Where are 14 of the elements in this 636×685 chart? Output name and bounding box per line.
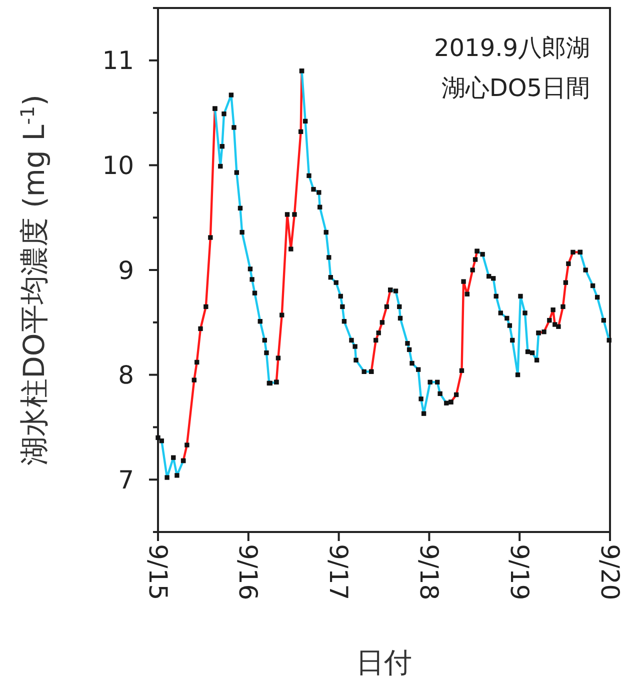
x-axis-title: 日付 xyxy=(356,646,412,679)
x-tick-label: 9/16 xyxy=(234,544,263,600)
y-tick-label: 11 xyxy=(102,46,134,76)
x-tick-label: 9/18 xyxy=(414,544,444,600)
x-tick-label: 9/20 xyxy=(595,544,624,600)
x-tick-label: 9/17 xyxy=(324,544,354,600)
annotation: 湖心DO5日間 xyxy=(441,74,590,102)
y-tick-label: 9 xyxy=(118,256,134,285)
y-tick-label: 8 xyxy=(118,360,134,390)
x-tick-label: 9/19 xyxy=(504,544,534,600)
y-tick-label: 7 xyxy=(118,465,134,494)
annotation: 2019.9八郎湖 xyxy=(434,34,590,62)
x-tick-label: 9/15 xyxy=(143,544,172,600)
y-tick-label: 10 xyxy=(102,150,134,180)
